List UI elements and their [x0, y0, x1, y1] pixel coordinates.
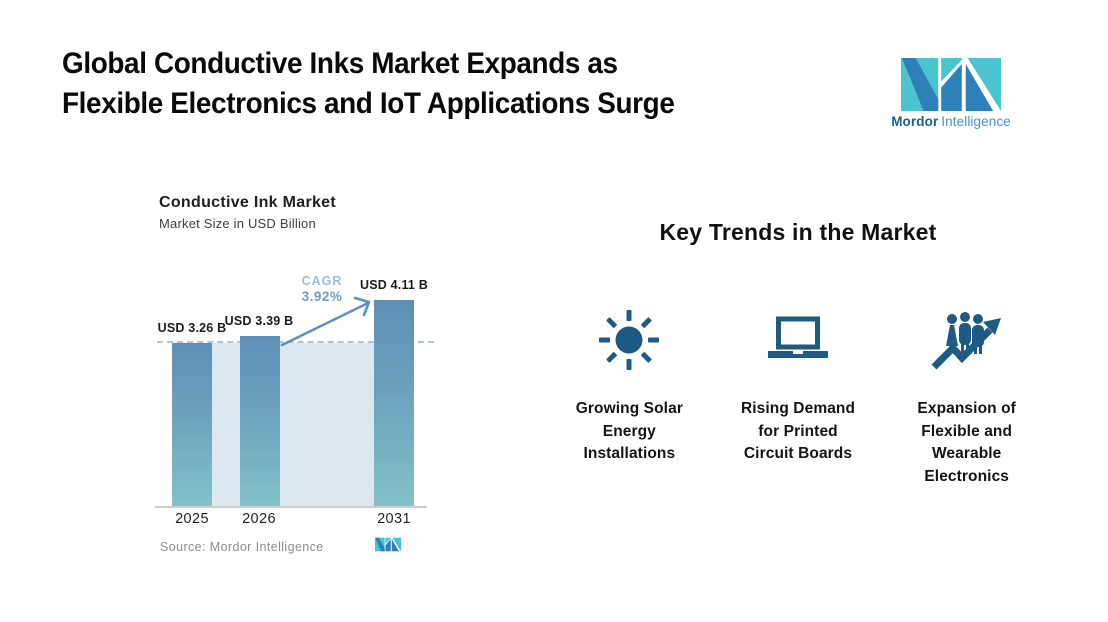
- brand-name-light: Intelligence: [941, 114, 1011, 129]
- growth-arrow-icon: [280, 296, 371, 347]
- bar-value-label-2026: USD 3.39 B: [224, 314, 294, 328]
- chart-dashed-guide-line: [157, 341, 434, 343]
- sun-icon: [597, 300, 661, 380]
- chart-title: Conductive Ink Market: [159, 194, 337, 211]
- trends-row: Growing Solar Energy Installations Risin…: [545, 300, 1051, 488]
- people-growth-icon: [929, 300, 1005, 380]
- chart-area-fill: [172, 343, 414, 507]
- brand-wordmark: Mordor Intelligence: [876, 114, 1026, 129]
- trend-label-pcb: Rising Demand for Printed Circuit Boards: [740, 400, 856, 462]
- trend-label-solar: Growing Solar Energy Installations: [575, 400, 683, 462]
- cagr-label: CAGR: [301, 274, 343, 288]
- mordor-intelligence-small-logo-icon: [375, 537, 401, 552]
- x-tick-2025: 2025: [175, 511, 209, 527]
- chart-source: Source: Mordor Intelligence: [160, 540, 324, 554]
- laptop-icon: [765, 300, 831, 380]
- x-tick-2031: 2031: [377, 511, 411, 527]
- chart-x-axis-line: [155, 506, 427, 508]
- bar-2031: [374, 299, 414, 507]
- trend-item-wearables: Expansion of Flexible and Wearable Elect…: [882, 300, 1051, 488]
- brand-name-bold: Mordor: [891, 114, 939, 129]
- trend-label-wearables: Expansion of Flexible and Wearable Elect…: [917, 400, 1016, 485]
- bar-value-label-2031: USD 4.11 B: [359, 278, 428, 292]
- bar-value-label-2025: USD 3.26 B: [157, 321, 227, 335]
- bar-2026: [240, 336, 280, 507]
- chart-subtitle: Market Size in USD Billion: [159, 216, 316, 231]
- trends-heading: Key Trends in the Market: [659, 219, 937, 245]
- mordor-intelligence-logo-icon: [901, 58, 1001, 111]
- trend-item-solar: Growing Solar Energy Installations: [545, 300, 714, 488]
- cagr-value: 3.92%: [301, 289, 343, 304]
- trend-item-pcb: Rising Demand for Printed Circuit Boards: [714, 300, 883, 488]
- bar-2025: [172, 342, 212, 507]
- brand-logo: Mordor Intelligence: [876, 58, 1026, 129]
- x-tick-2026: 2026: [242, 511, 276, 527]
- page-title: Global Conductive Inks Market Expands as…: [62, 47, 675, 120]
